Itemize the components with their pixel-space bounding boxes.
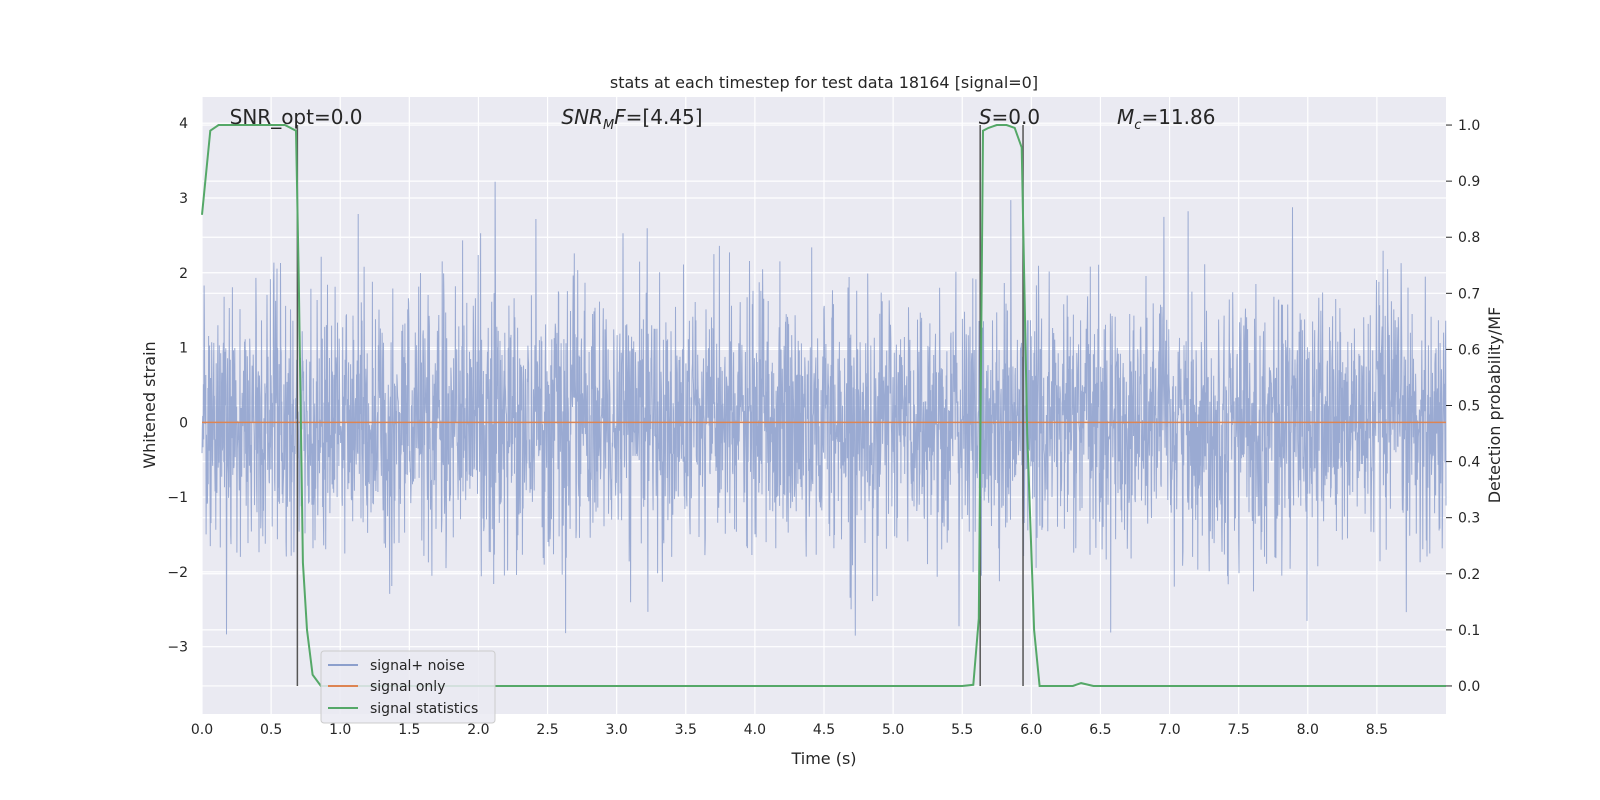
legend-label-signal-statistics: signal statistics (370, 701, 478, 717)
y-right-tick-label: 0.2 (1458, 567, 1480, 583)
legend-label-signal-plus-noise: signal+ noise (370, 658, 465, 674)
x-tick-label: 3.0 (606, 722, 628, 738)
y-left-axis-ticks: 4 3 2 1 0 −1 −2 −3 (167, 116, 188, 656)
x-tick-label: 5.0 (882, 722, 904, 738)
y-left-tick-label: −3 (167, 640, 188, 656)
y-left-tick-label: −1 (167, 490, 188, 506)
annotation-snr-opt: SNR_opt=0.0 (230, 105, 363, 129)
x-tick-label: 5.5 (951, 722, 973, 738)
chart-title: stats at each timestep for test data 181… (610, 73, 1038, 92)
y-left-tick-label: −2 (167, 565, 188, 581)
y-right-tick-label: 0.4 (1458, 455, 1480, 471)
y-left-tick-label: 1 (179, 341, 188, 357)
y-right-tick-label: 0.9 (1458, 174, 1480, 190)
y-right-tick-label: 0.7 (1458, 286, 1480, 302)
x-tick-label: 1.0 (329, 722, 351, 738)
x-tick-label: 7.0 (1158, 722, 1180, 738)
signal-statistics-line (201, 124, 1446, 687)
x-tick-label: 6.0 (1020, 722, 1042, 738)
series-signal-statistics (201, 124, 1446, 687)
y-left-tick-label: 3 (179, 191, 188, 207)
x-axis-label: Time (s) (790, 749, 856, 768)
x-tick-label: 2.0 (467, 722, 489, 738)
y-left-axis-label: Whitened strain (140, 341, 159, 468)
annotation-snr-mf: SNRMF=[4.45] (561, 105, 702, 133)
x-tick-label: 0.5 (260, 722, 282, 738)
annotation-s: S=0.0 (979, 105, 1040, 129)
legend: signal+ noise signal only signal statist… (320, 650, 496, 724)
y-right-tick-label: 1.0 (1458, 118, 1480, 134)
y-right-tick-label: 0.3 (1458, 511, 1480, 527)
legend-box (320, 650, 496, 724)
legend-label-signal-only: signal only (370, 679, 445, 695)
noise-trace (201, 181, 1447, 636)
x-axis-ticks: 0.0 0.5 1.0 1.5 2.0 2.5 3.0 3.5 4.0 4.5 5.0 5.5 6.0 6… (191, 722, 1388, 738)
x-tick-label: 8.5 (1366, 722, 1388, 738)
x-tick-label: 4.0 (744, 722, 766, 738)
y-right-tick-label: 0.0 (1458, 679, 1480, 695)
x-tick-label: 3.5 (675, 722, 697, 738)
y-left-tick-label: 2 (179, 266, 188, 282)
y-left-tick-label: 4 (179, 116, 188, 132)
x-tick-label: 8.0 (1297, 722, 1319, 738)
y-right-tick-label: 0.5 (1458, 399, 1480, 415)
annotations: SNR_opt=0.0 SNRMF=[4.45] S=0.0 Mc=11.86 (230, 105, 1216, 133)
x-tick-label: 1.5 (398, 722, 420, 738)
x-tick-label: 6.5 (1089, 722, 1111, 738)
y-left-tick-label: 0 (179, 415, 188, 431)
series-signal-plus-noise (201, 181, 1447, 636)
x-tick-label: 0.0 (191, 722, 213, 738)
y-right-axis-label: Detection probability/MF (1485, 307, 1504, 504)
y-right-axis-ticks: 1.0 0.9 0.8 0.7 0.6 0.5 0.4 0.3 0.2 0.1 0.0 (1446, 118, 1480, 695)
y-right-tick-label: 0.1 (1458, 623, 1480, 639)
annotation-mc: Mc=11.86 (1117, 105, 1215, 133)
y-right-tick-label: 0.8 (1458, 230, 1480, 246)
x-tick-label: 4.5 (813, 722, 835, 738)
y-right-tick-label: 0.6 (1458, 342, 1480, 358)
x-tick-label: 2.5 (536, 722, 558, 738)
x-tick-label: 7.5 (1228, 722, 1250, 738)
